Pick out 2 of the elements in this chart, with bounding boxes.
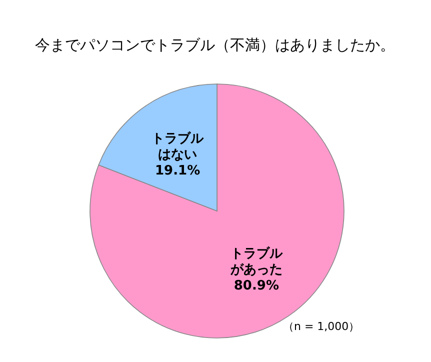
title: 今までパソコンでトラブル（不満）はありましたか。	[35, 36, 395, 54]
annotation: （n = 1,000）	[283, 320, 360, 333]
